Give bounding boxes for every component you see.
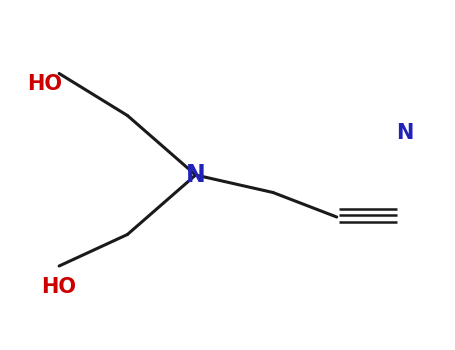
Text: N: N (186, 163, 206, 187)
Text: HO: HO (27, 74, 62, 94)
Text: N: N (396, 123, 413, 143)
Text: HO: HO (41, 277, 76, 297)
